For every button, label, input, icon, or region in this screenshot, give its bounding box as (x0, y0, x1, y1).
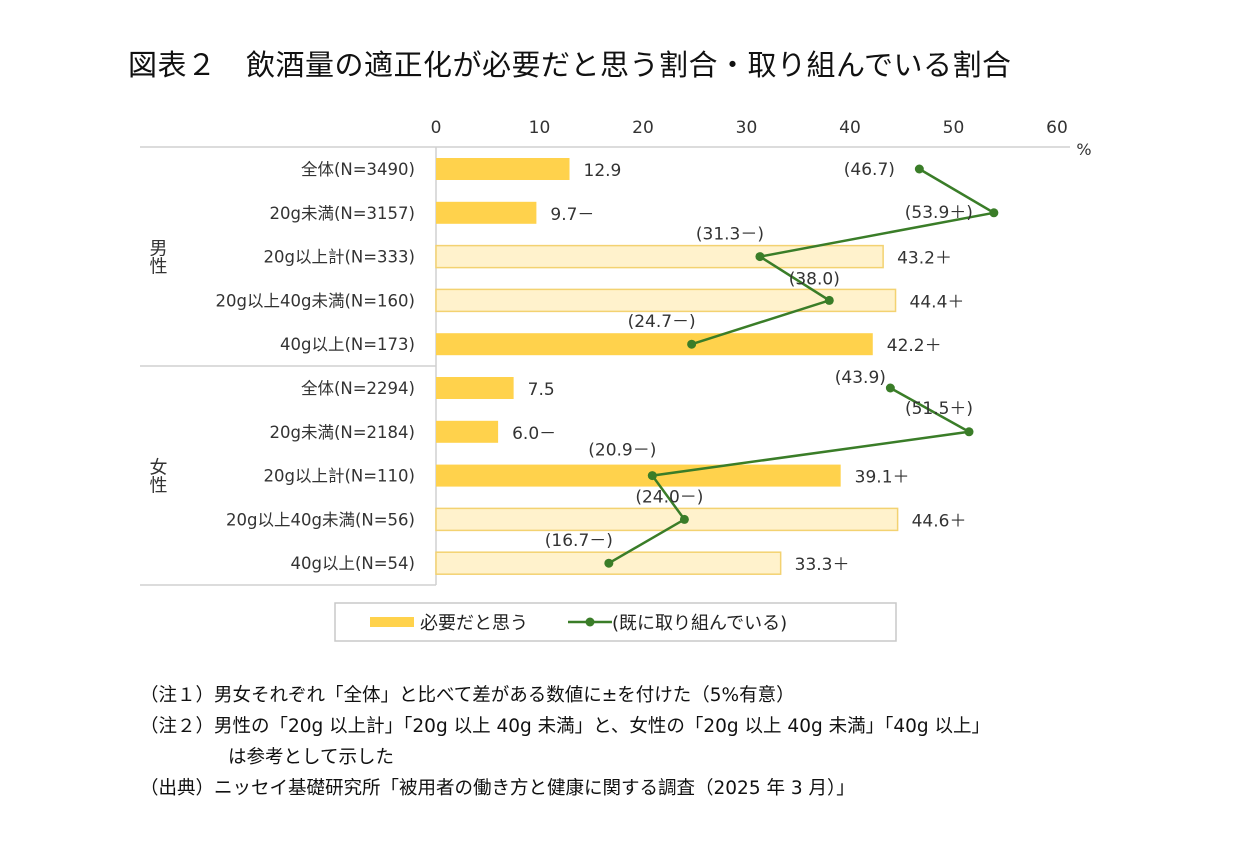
line-data-label: (16.7－) (545, 531, 613, 551)
line-data-label: (24.0－) (635, 487, 703, 507)
legend-label-line: (既に取り組んでいる) (612, 613, 787, 634)
line-point (885, 383, 895, 393)
bar-data-label: 6.0－ (512, 424, 556, 444)
category-label: 全体(N=3490) (301, 160, 415, 179)
bar (435, 244, 884, 269)
category-label: 20g以上計(N=110) (263, 467, 415, 486)
legend-label-bar: 必要だと思う (420, 613, 528, 634)
category-label: 40g以上(N=173) (280, 335, 415, 354)
bar-data-label: 33.3＋ (795, 555, 850, 575)
x-tick-label: 60 (1046, 118, 1068, 138)
x-tick-label: 10 (529, 118, 551, 138)
line-data-label: (53.9＋) (905, 203, 973, 223)
bar (436, 158, 570, 180)
category-label: 全体(N=2294) (301, 379, 415, 398)
x-tick-label: 50 (943, 118, 965, 138)
group-label: 女性 (147, 457, 168, 493)
note-2: （注２）男性の「20g 以上計」「20g 以上 40g 未満」と、女性の「20g… (140, 716, 991, 737)
bar-data-label: 12.9 (584, 161, 622, 181)
bar (435, 507, 899, 532)
line-data-label: (38.0) (789, 269, 840, 289)
x-tick-label: 30 (736, 118, 758, 138)
category-label: 40g以上(N=54) (290, 554, 415, 573)
line-point (989, 208, 999, 218)
line-point (687, 339, 697, 349)
line-data-label: (46.7) (844, 160, 895, 180)
line-point (647, 471, 657, 481)
bar-data-label: 44.4＋ (910, 292, 965, 312)
line-point (679, 514, 689, 524)
category-label: 20g以上40g未満(N=56) (226, 510, 415, 529)
x-tick-label: 20 (632, 118, 654, 138)
line-point (824, 295, 834, 305)
line-data-label: (20.9－) (588, 441, 656, 461)
x-tick-label: 0 (431, 118, 442, 138)
group-label: 男性 (147, 239, 168, 275)
bar (436, 420, 499, 443)
line-data-label: (24.7－) (628, 312, 696, 332)
line-data-label: (51.5＋) (905, 399, 973, 419)
legend-bar-swatch (370, 617, 414, 627)
line-point (964, 427, 974, 437)
bar-data-label: 7.5 (528, 380, 555, 400)
line-point (914, 164, 924, 174)
bar-data-label: 9.7－ (550, 205, 594, 225)
bar-data-label: 42.2＋ (887, 336, 942, 356)
bar (435, 288, 897, 313)
line-point (755, 252, 765, 262)
bar (436, 333, 873, 356)
chart: 0 10 20 30 40 50 60% 男性 全体(N=3490) 20g未満(N=3157) 2… (140, 118, 1092, 642)
chart-title: 図表２ 飲酒量の適正化が必要だと思う割合・取り組んでいる割合 (128, 48, 1012, 82)
x-tick-label: 40 (839, 118, 861, 138)
category-label: 20g未満(N=2184) (269, 423, 415, 442)
note-1: （注１）男女それぞれ「全体」と比べて差がある数値に±を付けた（5%有意） (140, 685, 795, 706)
category-label: 20g以上計(N=333) (263, 248, 415, 267)
category-label: 20g未満(N=3157) (269, 204, 415, 223)
bar (436, 201, 537, 224)
line-point (604, 558, 614, 568)
source-note: （出典）ニッセイ基礎研究所「被用者の働き方と健康に関する調査（2025 年 3 … (140, 778, 855, 799)
bar-data-label: 44.6＋ (912, 511, 967, 531)
line-data-label: (31.3－) (696, 225, 764, 245)
bar (436, 377, 514, 399)
legend-box (334, 602, 897, 642)
bar-data-label: 43.2＋ (897, 249, 952, 269)
legend-line-marker (585, 617, 595, 627)
line-data-label: (43.9) (835, 368, 886, 388)
notes: （注１）男女それぞれ「全体」と比べて差がある数値に±を付けた（5%有意） （注２… (140, 680, 990, 804)
note-2-cont: は参考として示した (228, 747, 394, 768)
bar-data-label: 39.1＋ (855, 468, 910, 488)
bar (436, 464, 841, 487)
unit-label: % (1076, 140, 1091, 159)
category-label: 20g以上40g未満(N=160) (216, 291, 415, 310)
